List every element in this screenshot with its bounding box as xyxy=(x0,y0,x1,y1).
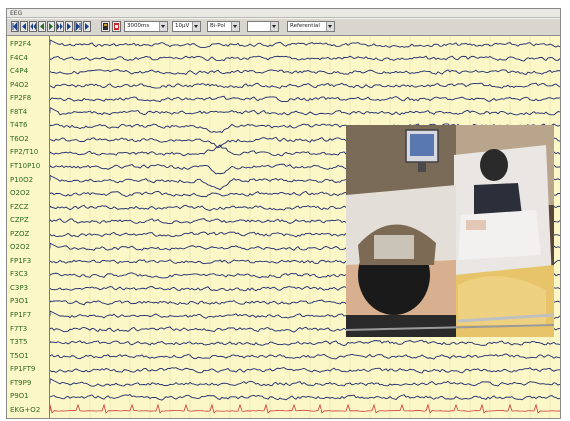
reference-select[interactable]: Referential xyxy=(287,21,335,32)
channel-label: EKG+O2 xyxy=(10,405,41,414)
previous-page-icon[interactable] xyxy=(20,21,28,32)
montage-value: Bi-Pol xyxy=(210,23,226,29)
channel-label: F4C4 xyxy=(10,53,28,62)
channel-label: FT9P9 xyxy=(10,378,32,387)
channel-label: O2O2 xyxy=(10,243,30,252)
channel-label: FP2/T10 xyxy=(10,148,39,157)
eeg-trace xyxy=(49,339,560,347)
rewind-icon[interactable] xyxy=(29,21,37,32)
channel-label: CZPZ xyxy=(10,216,29,225)
play-back-icon[interactable] xyxy=(38,21,46,32)
channel-label: F7T3 xyxy=(10,324,28,333)
window-title: EEG xyxy=(7,9,560,18)
eeg-trace xyxy=(49,123,560,133)
chevron-down-icon xyxy=(231,22,239,31)
eeg-trace-area[interactable]: FP2F4 F4C4 C4P4 P4O2 FP2F8 F8T4 T4T6 T6O2 FP2/T1… xyxy=(7,36,560,418)
play-forward-icon[interactable] xyxy=(47,21,55,32)
sensitivity-select[interactable]: 10µV xyxy=(172,21,201,32)
toolbar: 3000ms 10µV Bi-Pol Referential xyxy=(7,19,560,36)
eeg-trace xyxy=(49,107,560,116)
channel-labels: FP2F4 F4C4 C4P4 P4O2 FP2F8 F8T4 T4T6 T6O2 FP2/T1… xyxy=(7,36,50,418)
channel-label: P3O1 xyxy=(10,297,29,306)
channel-label: C3P3 xyxy=(10,283,29,292)
last-page-icon[interactable] xyxy=(74,21,82,32)
timebase-select[interactable]: 3000ms xyxy=(124,21,168,32)
eeg-trace xyxy=(49,39,560,49)
channel-label: T5O1 xyxy=(10,351,29,360)
channel-label: FP1FT9 xyxy=(10,365,36,374)
channel-label: P4O2 xyxy=(10,80,29,89)
eeg-trace xyxy=(49,82,560,89)
channel-label: FP2F4 xyxy=(10,40,32,48)
channel-label: F3C3 xyxy=(10,270,28,279)
channel-label: FP2F8 xyxy=(10,94,32,103)
fast-forward-icon[interactable] xyxy=(56,21,64,32)
chevron-down-icon xyxy=(270,22,278,31)
last-page-icon[interactable] xyxy=(83,21,91,32)
eeg-trace xyxy=(49,55,560,62)
eeg-trace xyxy=(49,95,560,103)
channel-label: P10O2 xyxy=(10,175,34,184)
timebase-value: 3000ms xyxy=(127,23,150,29)
channel-label: FP1F7 xyxy=(10,311,32,319)
channel-label: PZOZ xyxy=(10,229,30,238)
patient-video-icon xyxy=(346,125,554,337)
eeg-traces xyxy=(49,36,560,418)
filter-select[interactable] xyxy=(247,21,279,32)
next-page-icon[interactable] xyxy=(65,21,73,32)
channel-label: FZCZ xyxy=(10,202,29,211)
reference-value: Referential xyxy=(290,23,320,29)
chevron-down-icon xyxy=(192,22,200,31)
channel-label: T6O2 xyxy=(10,134,29,143)
eeg-trace xyxy=(49,69,560,76)
eeg-trace xyxy=(49,394,560,401)
channel-label: C4P4 xyxy=(10,67,29,76)
channel-label: P9O1 xyxy=(10,392,29,401)
record-icon[interactable] xyxy=(112,21,121,32)
chevron-down-icon xyxy=(326,22,334,31)
channel-label: O2O2 xyxy=(10,189,30,198)
channel-label: FT10P10 xyxy=(10,161,41,170)
eeg-window: EEG xyxy=(6,8,561,419)
bookmark-icon[interactable] xyxy=(101,21,110,32)
channel-label: T3T5 xyxy=(10,338,28,347)
eeg-trace xyxy=(49,378,560,387)
eeg-trace xyxy=(49,353,560,360)
eeg-trace xyxy=(49,367,560,374)
channel-label: F8T4 xyxy=(10,107,28,116)
chevron-down-icon xyxy=(159,22,167,31)
channel-label: T4T6 xyxy=(10,121,28,130)
sensitivity-value: 10µV xyxy=(175,23,190,29)
patient-video-thumbnail[interactable] xyxy=(346,125,554,337)
first-page-icon[interactable] xyxy=(11,21,19,32)
montage-select[interactable]: Bi-Pol xyxy=(207,21,240,32)
channel-label: FP1F3 xyxy=(10,256,32,265)
ekg-trace xyxy=(49,403,560,414)
